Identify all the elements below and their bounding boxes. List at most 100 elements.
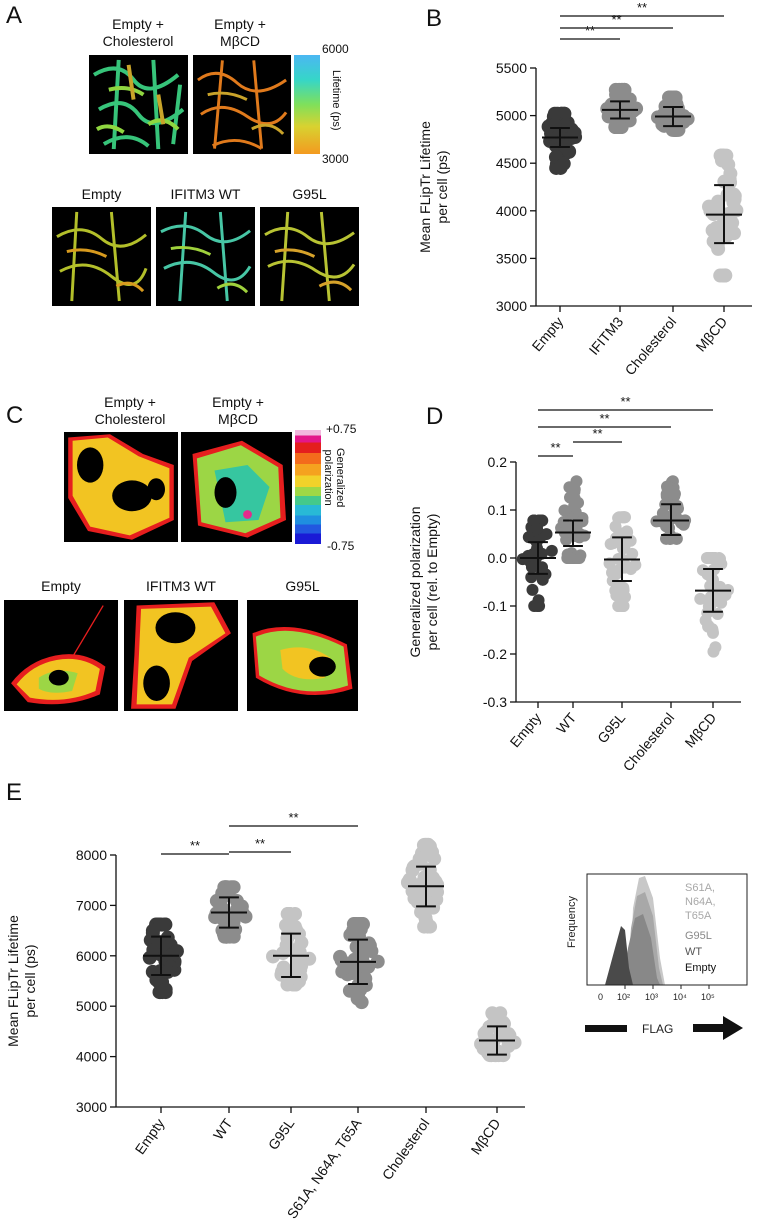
inset-xtick-1: 10² [617,992,630,1002]
data-point [169,944,184,959]
y-tick-label: 0.1 [488,502,508,518]
data-point [485,1006,500,1021]
data-point [292,945,307,960]
data-point [607,537,620,550]
y-tick-label: 3000 [76,1099,107,1115]
data-point [618,540,631,553]
x-tick-label: Cholesterol [622,314,680,379]
lifetime-colorbar-max: 6000 [322,42,349,56]
data-point [337,960,352,975]
significance-label: ** [550,440,560,455]
y-tick-label: 0.2 [488,454,508,470]
data-point [702,619,715,632]
data-point [612,600,625,612]
data-point [151,934,166,949]
y-axis-label: Generalized polarizationper cell (rel. t… [407,507,440,658]
data-point [541,119,556,134]
inset-xtick-2: 10³ [645,992,658,1002]
panel-a-caption-ifitm3-wt: IFITM3 WT [170,186,241,202]
chart-d: D -0.3 -0.2 -0.1 0.0 0.1 0.2 Generalized polari… [407,394,741,774]
data-point [526,550,539,563]
significance-label: ** [190,838,200,853]
data-point [568,483,581,496]
significance-label: ** [585,23,595,38]
data-point [619,561,632,574]
gp-image-ifitm3-wt [124,600,238,711]
significance-label: ** [599,411,609,426]
flag-bar [585,1025,627,1032]
data-point [558,504,571,517]
x-tick-label: WT [210,1115,236,1142]
panel-c-caption-ifitm3-wt: IFITM3 WT [146,578,216,594]
panel-c-caption-mbcd: Empty + MβCD [212,394,264,427]
significance-label: ** [637,0,647,15]
data-point [601,109,616,124]
data-point [561,552,574,564]
data-point [702,600,715,613]
data-point [545,544,558,557]
y-tick-label: 8000 [76,847,107,863]
data-point [493,1025,508,1040]
gp-colorbar-max: +0.75 [326,422,357,436]
data-point [405,863,420,878]
data-point [613,527,626,540]
panel-c-caption-empty: Empty [41,578,81,594]
data-point [419,914,434,929]
chart-b: B 3000 3500 4000 4500 5000 5500 Mean FLipTr Lif… [417,0,752,378]
gp-colorbar-min: -0.75 [327,539,355,553]
lifetime-colorbar [294,55,320,154]
data-point [617,584,630,597]
x-tick-label: G95L [594,709,628,746]
data-point [283,906,298,921]
panel-c-letter: C [6,402,24,429]
y-tick-label: -0.3 [483,694,507,710]
lifetime-image-empty [52,207,151,306]
data-point [629,558,642,571]
y-axis-label: Mean FLipTr Lifetimeper cell (ps) [5,915,38,1047]
data-point [358,971,373,986]
panel-c-caption-cholesterol: Empty + Cholesterol [94,394,166,427]
data-point [209,893,224,908]
data-point [547,106,562,121]
data-point [533,600,546,612]
panel-e-letter: E [6,779,22,806]
data-point [412,877,427,892]
data-point [342,983,357,998]
x-tick-label: Cholesterol [620,710,678,775]
y-tick-label: 5500 [496,60,527,76]
gp-image-empty [4,600,118,711]
data-point [567,125,582,140]
data-point [526,583,539,596]
panel-a-caption-cholesterol: Empty + Cholesterol [102,16,174,49]
data-point [702,552,715,564]
data-point [160,964,175,979]
data-point [430,885,445,900]
significance-label: ** [255,836,265,851]
panel-a-caption-empty: Empty [81,186,122,202]
data-point [536,573,549,586]
inset-legend-empty: Empty [685,962,717,974]
significance-label: ** [611,12,621,27]
lifetime-colorbar-min: 3000 [322,152,349,166]
x-tick-label: Empty [529,314,567,355]
y-tick-label: 6000 [76,948,107,964]
significance-label: ** [288,810,298,825]
data-point [718,229,733,244]
data-point [668,487,681,500]
inset-xtick-0: 0 [598,992,603,1002]
histogram-empty [605,926,633,985]
panel-a-caption-mbcd: Empty + MβCD [214,16,266,49]
data-point [343,927,358,942]
data-point [660,520,673,533]
data-point [553,159,568,174]
y-tick-label: 4000 [496,203,527,219]
data-point [703,203,718,218]
data-point [617,82,632,97]
data-point [421,837,436,852]
x-tick-label: Empty [132,1116,168,1158]
data-point [696,564,709,577]
data-point [289,971,304,986]
y-tick-label: 7000 [76,897,107,913]
data-point [557,516,570,529]
